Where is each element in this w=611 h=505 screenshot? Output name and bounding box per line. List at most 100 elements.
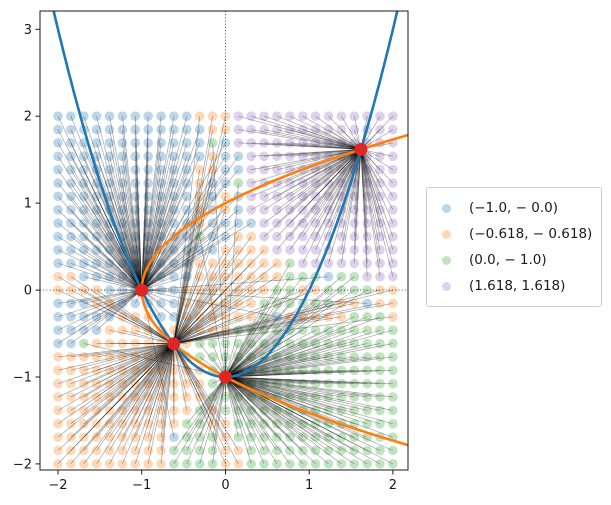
grid-dot xyxy=(143,218,153,228)
grid-dot xyxy=(79,338,89,349)
trajectory-line xyxy=(225,303,265,378)
trajectory-line xyxy=(122,343,174,384)
grid-dot xyxy=(375,338,385,349)
grid-dot xyxy=(207,258,218,269)
grid-dot xyxy=(310,231,321,242)
grid-dot xyxy=(143,151,153,162)
trajectory-line xyxy=(83,236,142,291)
grid-dot xyxy=(143,191,153,202)
attractor-dot xyxy=(135,283,149,297)
legend-item: (−0.618, − 0.618) xyxy=(442,221,595,247)
grid-dot xyxy=(220,151,231,162)
trajectory-line xyxy=(135,329,174,345)
grid-dot xyxy=(66,298,76,309)
trajectory-line xyxy=(147,343,175,464)
trajectory-line xyxy=(173,116,201,344)
grid-dot xyxy=(349,352,360,362)
grid-dot xyxy=(143,392,153,402)
grid-dot xyxy=(207,285,218,295)
trajectory-line xyxy=(70,182,143,291)
grid-dot xyxy=(194,164,205,175)
trajectory-line xyxy=(57,276,174,345)
trajectory-line xyxy=(160,343,175,438)
grid-dot xyxy=(104,392,115,402)
grid-dot xyxy=(233,312,244,322)
grid-dot xyxy=(117,138,128,148)
trajectory-line xyxy=(173,236,239,344)
grid-dot xyxy=(143,325,153,336)
trajectory-line xyxy=(57,289,142,344)
orange-parabola-curve xyxy=(140,133,408,447)
grid-dot xyxy=(207,138,218,148)
trajectory-line xyxy=(225,330,252,378)
grid-dot xyxy=(233,271,244,282)
grid-dot xyxy=(323,191,334,202)
grid-dot xyxy=(66,191,76,202)
trajectory-line xyxy=(173,183,201,344)
grid-dot xyxy=(207,378,218,389)
trajectory-line xyxy=(199,376,226,411)
trajectory-line xyxy=(173,343,188,398)
trajectory-line xyxy=(70,289,142,344)
grid-dot xyxy=(272,352,282,362)
trajectory-line xyxy=(57,209,142,291)
grid-dot xyxy=(91,419,102,429)
grid-dot xyxy=(66,271,76,282)
grid-dot xyxy=(130,392,141,402)
trajectory-line xyxy=(122,343,174,411)
trajectory-line xyxy=(360,149,381,210)
grid-dot xyxy=(79,352,89,362)
grid-dot xyxy=(117,151,128,162)
trajectory-line xyxy=(141,209,213,291)
trajectory-line xyxy=(225,376,265,411)
grid-dot xyxy=(194,245,205,255)
grid-dot xyxy=(220,312,231,322)
grid-dot xyxy=(143,338,153,349)
grid-dot xyxy=(156,365,166,376)
grid-dot xyxy=(246,231,256,242)
trajectory-line xyxy=(173,276,278,345)
grid-dot xyxy=(182,191,192,202)
grid-dot xyxy=(182,419,192,429)
x-tick-label: 1 xyxy=(305,478,313,493)
grid-dot xyxy=(298,178,308,188)
trajectory-line xyxy=(109,169,143,291)
trajectory-line xyxy=(109,343,174,358)
grid-dot xyxy=(66,312,76,322)
grid-dot xyxy=(117,312,128,322)
y-tick-label: −1 xyxy=(13,371,32,386)
trajectory-line xyxy=(225,376,355,451)
grid-dot xyxy=(336,138,347,148)
trajectory-line xyxy=(70,343,174,358)
grid-dot xyxy=(207,218,218,228)
trajectory-line xyxy=(147,343,175,411)
grid-dot xyxy=(156,378,166,389)
grid-dot xyxy=(375,378,385,389)
grid-dot xyxy=(349,432,360,443)
grid-dot xyxy=(79,419,89,429)
grid-dot xyxy=(336,445,347,456)
grid-dot xyxy=(169,445,179,456)
trajectory-line xyxy=(360,149,368,264)
grid-dot xyxy=(362,392,373,402)
trajectory-line xyxy=(173,343,201,398)
grid-dot xyxy=(143,138,153,148)
grid-dot xyxy=(323,432,334,443)
grid-dot xyxy=(310,405,321,416)
trajectory-line xyxy=(173,289,226,345)
trajectory-line xyxy=(225,376,278,438)
grid-dot xyxy=(310,365,321,376)
grid-dot xyxy=(375,325,385,336)
grid-dot xyxy=(259,138,269,148)
x-tick-label: 0 xyxy=(221,478,229,493)
legend-label: (−0.618, − 0.618) xyxy=(469,226,593,242)
attractor-markers-layer xyxy=(135,142,368,384)
attractor-dot xyxy=(167,337,181,351)
grid-dot xyxy=(323,178,334,188)
grid-dot xyxy=(104,245,115,255)
trajectory-line xyxy=(96,169,143,291)
trajectory-line xyxy=(225,376,342,385)
trajectory-line xyxy=(141,156,188,291)
grid-dot xyxy=(272,445,282,456)
